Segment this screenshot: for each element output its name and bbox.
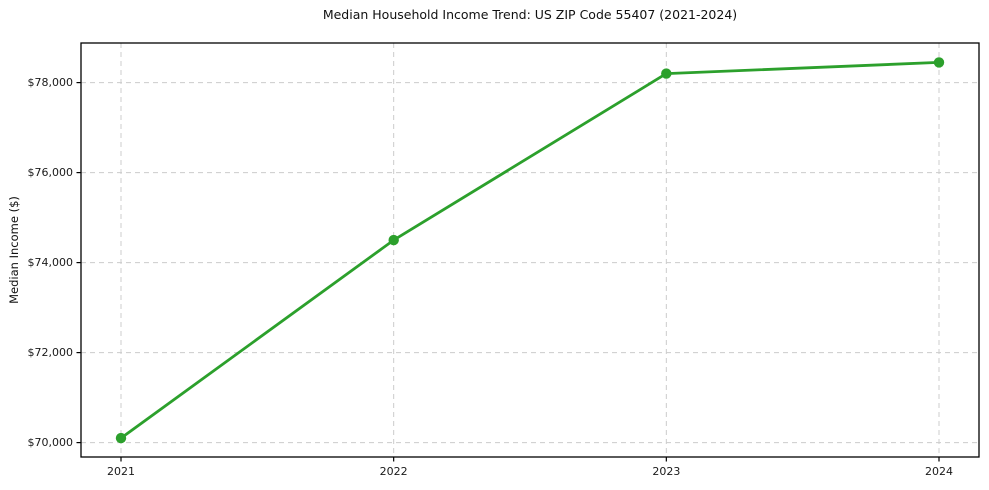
data-point-marker [933,57,945,68]
x-tick-label: 2021 [107,465,135,478]
y-tick-label: $70,000 [28,436,74,449]
x-tick-label: 2024 [925,465,953,478]
plot-border [80,42,980,458]
y-tick-label: $78,000 [28,76,74,89]
data-point-marker [661,68,672,79]
x-tick-label: 2022 [380,465,408,478]
y-tick-label: $72,000 [28,346,74,359]
data-point-marker [115,432,127,444]
trend-line [119,61,941,440]
y-tick-label: $74,000 [28,256,74,269]
chart-title: Median Household Income Trend: US ZIP Co… [322,7,738,22]
y-tick-label: $76,000 [28,166,74,179]
x-tick-label: 2023 [652,465,680,478]
data-point-marker [388,234,399,246]
